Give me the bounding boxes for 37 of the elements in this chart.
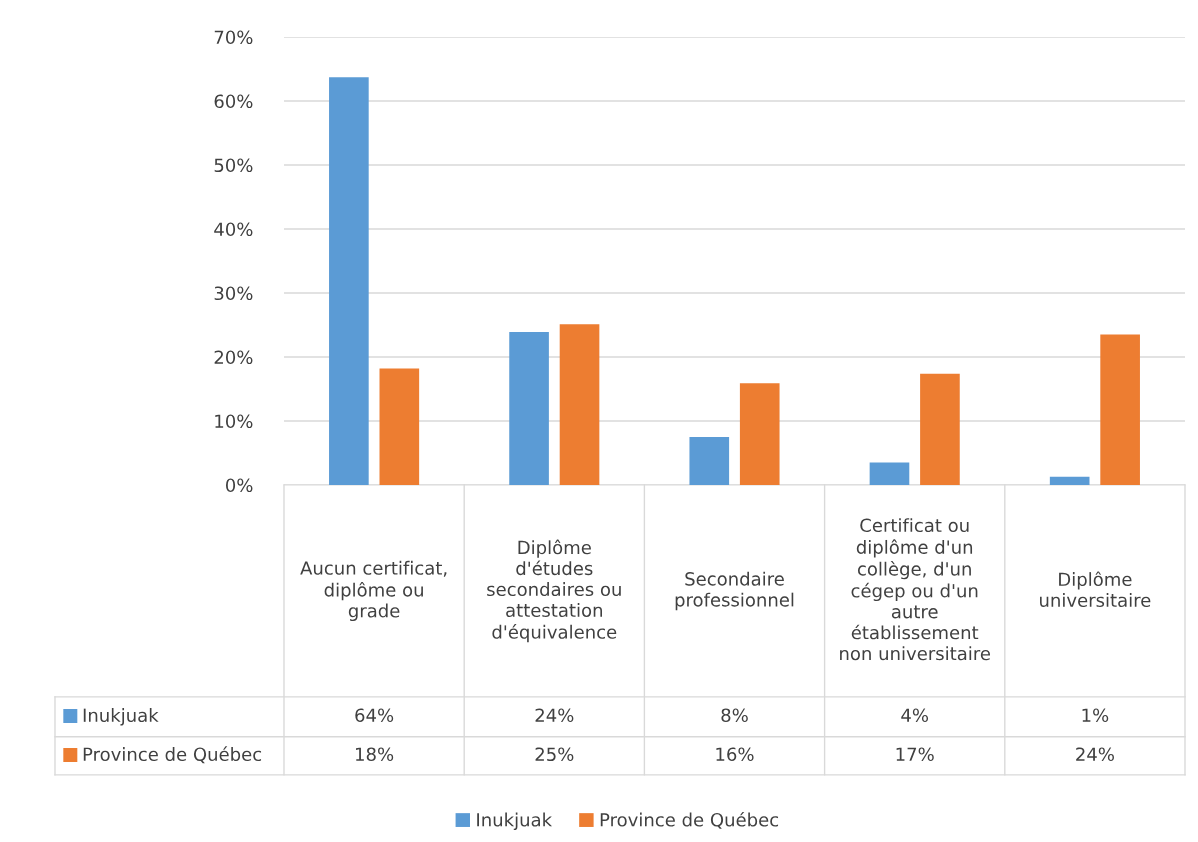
bar xyxy=(920,373,960,485)
y-tick-label: 0% xyxy=(225,478,253,493)
x-tick-label: Aucun certificat, diplôme ou grade xyxy=(300,560,447,622)
bar xyxy=(689,437,730,485)
y-tick-label: 10% xyxy=(215,414,253,429)
data-label: 64% xyxy=(355,708,394,723)
bar xyxy=(1049,476,1090,485)
y-tick-label: 50% xyxy=(214,158,253,173)
y-tick-label: 40% xyxy=(214,222,253,237)
text: Inukjuak xyxy=(477,812,553,831)
legend-label: Province de Québec xyxy=(83,746,262,764)
x-tick-label: Diplôme universitaire xyxy=(1040,571,1151,607)
data-label: 24% xyxy=(535,708,574,723)
data-label: 8% xyxy=(721,708,748,723)
x-tick-label: Diplôme d'études secondaires ou attestation d'équivalence xyxy=(487,539,621,643)
bar xyxy=(379,368,420,485)
y-tick-label: 20% xyxy=(214,350,253,365)
y-tick-label: 70% xyxy=(214,30,253,45)
data-label: 1% xyxy=(1082,708,1109,723)
data-label: 25% xyxy=(535,747,574,762)
data-label: 16% xyxy=(716,747,754,762)
text: Province de Québec xyxy=(600,811,779,829)
y-tick-label: 30% xyxy=(214,286,253,301)
bar xyxy=(739,383,780,485)
legend-label: Inukjuak xyxy=(83,708,159,726)
x-tick-label: Secondaire professionnel xyxy=(675,571,794,611)
bar xyxy=(509,332,549,485)
data-label: 17% xyxy=(896,747,934,762)
bar xyxy=(1100,334,1140,485)
x-tick-label: Certificat ou diplôme d'un collège, d'un cégep ou d'un autre établissement non universitaire xyxy=(840,518,990,661)
data-label: 4% xyxy=(901,708,929,723)
data-label: 18% xyxy=(356,747,394,762)
y-tick-label: 60% xyxy=(214,94,253,109)
bar xyxy=(869,462,910,485)
bar xyxy=(559,324,600,485)
bar xyxy=(329,77,369,485)
data-label: 24% xyxy=(1076,747,1114,762)
